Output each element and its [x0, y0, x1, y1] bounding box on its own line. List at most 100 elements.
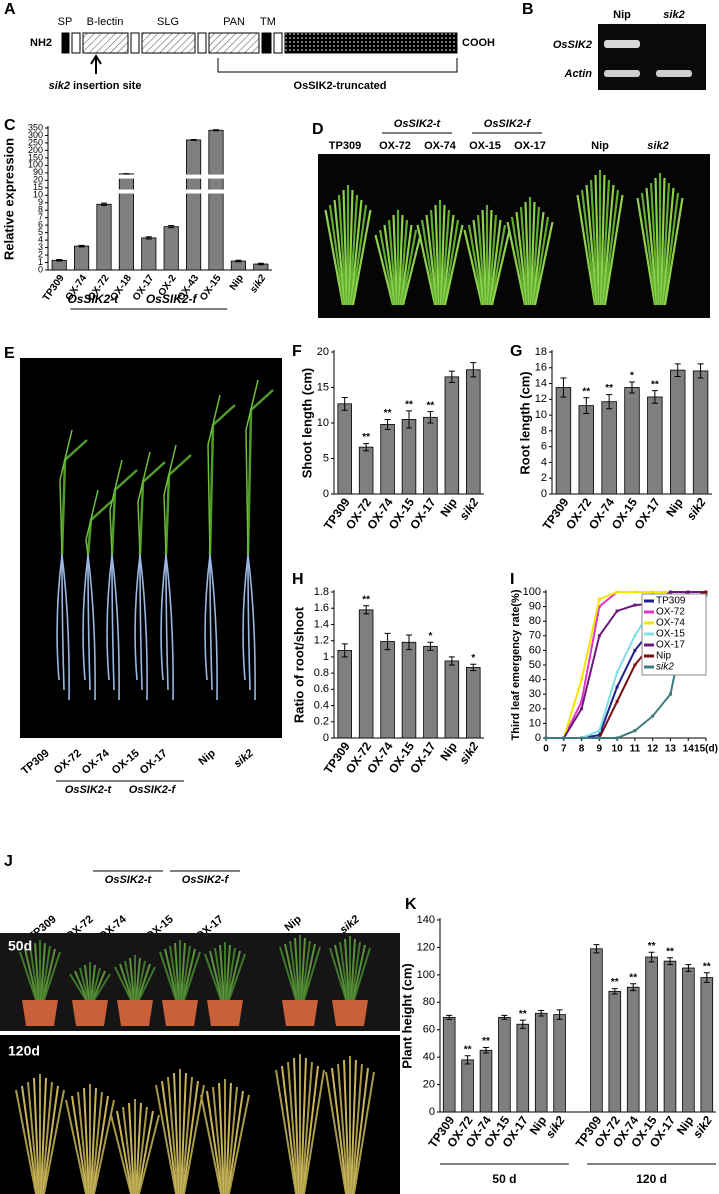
y-tick-label: 12 — [535, 393, 547, 405]
x-tick-label: 8 — [579, 744, 585, 755]
y-tick-label: 140 — [417, 914, 435, 926]
domain-box — [273, 32, 283, 54]
bar — [442, 1016, 456, 1113]
significance: * — [428, 631, 432, 642]
photo — [0, 933, 400, 1031]
point — [580, 700, 584, 703]
group-label: OsSIK2-t — [65, 784, 113, 796]
bar — [163, 226, 179, 271]
pot — [72, 1000, 108, 1026]
plant-leaf — [486, 209, 493, 306]
significance: ** — [362, 594, 370, 605]
stage-label: 120d — [8, 1043, 40, 1059]
significance: ** — [362, 432, 370, 443]
domain-box — [61, 32, 70, 54]
error-bar — [78, 244, 85, 248]
bar — [682, 967, 695, 1113]
sample-label: OX-74 — [424, 140, 457, 152]
plant-leaf — [227, 950, 241, 1001]
error-bar — [384, 418, 391, 430]
y-tick-label: 5 — [38, 227, 43, 237]
plant-stem — [180, 1072, 187, 1194]
gel-band — [604, 40, 640, 48]
x-tick-label: 7 — [561, 744, 567, 755]
plant-root — [209, 554, 213, 691]
plant-root — [209, 554, 218, 701]
error-bar — [703, 972, 710, 983]
point — [668, 692, 672, 696]
legend-label: OX-15 — [656, 629, 685, 640]
sample-label: OX-74 — [80, 747, 113, 777]
plant-leaf — [645, 187, 659, 306]
point — [597, 634, 601, 638]
gel-band — [604, 70, 640, 77]
y-tick-label: 15 — [317, 381, 329, 393]
error-bar — [257, 262, 264, 266]
plant-stem — [227, 1090, 244, 1194]
error-bar — [363, 605, 370, 615]
domain-label: TM — [260, 16, 276, 28]
plant-leaf — [663, 197, 684, 306]
legend-label: OX-17 — [656, 640, 685, 651]
y-axis-title: Plant height (cm) — [399, 963, 414, 1068]
insertion-gene: sik2 — [49, 80, 70, 92]
plant-root — [165, 554, 174, 701]
bar — [516, 1023, 530, 1113]
plant-leaf — [510, 216, 528, 306]
significance: ** — [648, 941, 656, 952]
plant-stem — [15, 1089, 37, 1194]
plant-leaf — [467, 224, 485, 306]
panel-letter: D — [312, 121, 324, 138]
sample-label: Nip — [282, 913, 304, 934]
y-tick-label: 6 — [38, 220, 43, 230]
plant-leaf — [300, 937, 306, 1001]
point — [562, 736, 566, 740]
sample-label: Nip — [591, 140, 609, 152]
plant-leaf — [463, 229, 484, 306]
plant-leaf — [84, 964, 90, 1001]
domain-label: SLG — [157, 16, 179, 28]
significance: ** — [703, 961, 711, 972]
plant-stem — [43, 1089, 65, 1194]
plant-leaf — [349, 199, 363, 306]
plant-leaf — [333, 199, 347, 306]
plant-root — [134, 554, 141, 681]
plant-leaf — [183, 951, 201, 1001]
plant-leaf — [472, 219, 486, 306]
point — [633, 590, 637, 594]
plant-root — [242, 554, 249, 681]
plant-leaf — [74, 970, 88, 1001]
y-tick-label: 0 — [323, 732, 329, 744]
error-bar — [145, 236, 152, 240]
plant-leaf — [530, 206, 541, 306]
series-line — [546, 591, 706, 739]
x-tick-label: 11 — [630, 744, 641, 755]
error-bar — [123, 173, 130, 175]
point — [633, 729, 637, 733]
y-tick-label: 40 — [423, 1051, 435, 1063]
bar — [647, 396, 663, 495]
bar — [534, 1012, 548, 1113]
plant-leaf — [351, 941, 361, 1001]
y-tick-label: 250 — [28, 137, 43, 147]
bar — [479, 1049, 493, 1113]
plant-stem — [352, 1067, 369, 1194]
plant-leaf — [136, 960, 146, 1001]
plant-leaf — [91, 967, 101, 1001]
plant-leaf — [378, 229, 396, 306]
point — [686, 590, 690, 594]
bar — [461, 1059, 474, 1113]
plant-stem — [206, 1090, 223, 1194]
error-bar — [697, 363, 704, 379]
plant-leaf — [225, 944, 231, 1001]
insertion-label: insertion site — [73, 80, 141, 92]
plant-leaf — [226, 947, 236, 1001]
significance: ** — [666, 946, 674, 957]
plant-leaf — [661, 187, 675, 306]
group-label: OsSIK2-f — [182, 874, 230, 886]
y-tick-label: 80 — [529, 615, 541, 627]
plant-leaf — [481, 209, 488, 306]
y-tick-label: 1.8 — [314, 586, 329, 598]
plant-leaf — [163, 444, 177, 556]
plant-leaf — [181, 945, 191, 1001]
